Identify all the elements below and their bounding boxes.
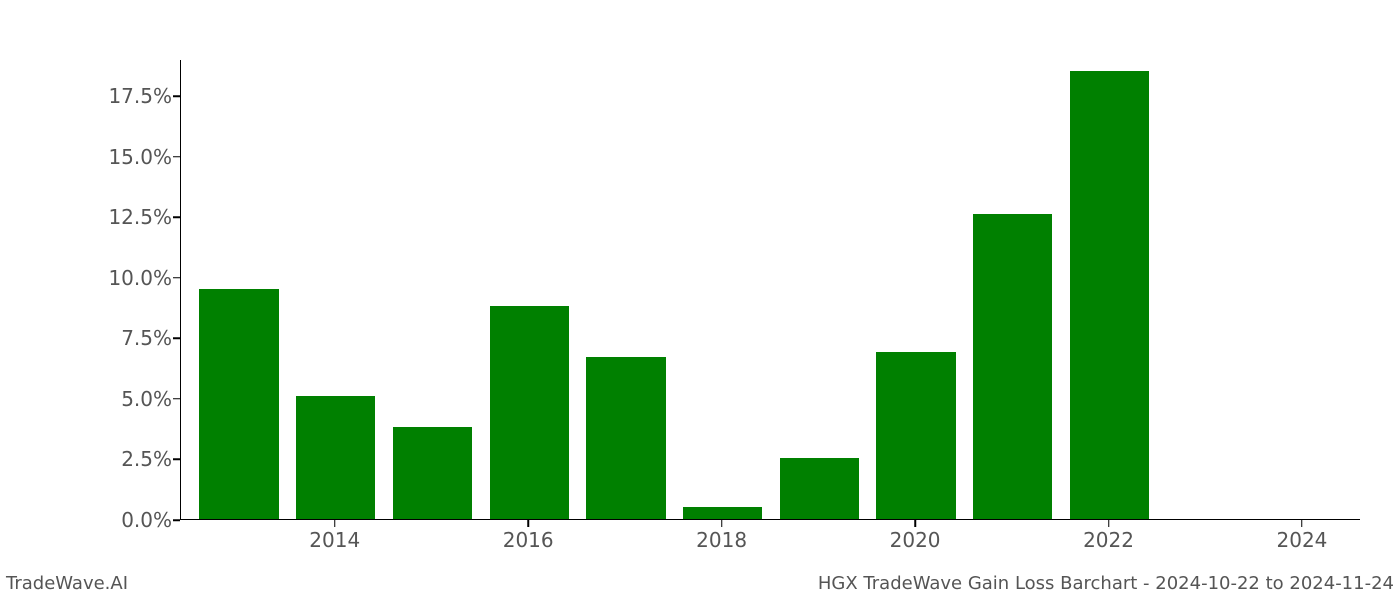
bar [683, 507, 762, 519]
bar [876, 352, 955, 519]
x-tick-mark [527, 520, 529, 527]
y-tick-label: 15.0% [108, 145, 172, 169]
footer-right-label: HGX TradeWave Gain Loss Barchart - 2024-… [818, 573, 1394, 594]
y-tick-mark [173, 156, 180, 158]
x-tick-label: 2020 [890, 528, 941, 552]
y-tick-label: 7.5% [121, 326, 172, 350]
y-tick-label: 5.0% [121, 387, 172, 411]
y-tick-mark [173, 96, 180, 98]
x-tick-mark [914, 520, 916, 527]
y-tick-mark [173, 398, 180, 400]
x-tick-mark [1301, 520, 1303, 527]
bar [490, 306, 569, 519]
x-tick-label: 2016 [503, 528, 554, 552]
x-tick-label: 2018 [696, 528, 747, 552]
bar [586, 357, 665, 519]
x-tick-label: 2014 [309, 528, 360, 552]
y-tick-mark [173, 277, 180, 279]
bar [973, 214, 1052, 519]
x-tick-label: 2024 [1277, 528, 1328, 552]
bar [780, 458, 859, 519]
y-tick-mark [173, 338, 180, 340]
bar [1070, 71, 1149, 519]
y-tick-label: 10.0% [108, 266, 172, 290]
plot-area [180, 60, 1360, 520]
y-tick-label: 17.5% [108, 84, 172, 108]
bar [393, 427, 472, 519]
x-tick-mark [1108, 520, 1110, 527]
chart-container: 0.0% 2.5% 5.0% 7.5% 10.0% 12.5% 15.0% 17.5% 201… [0, 0, 1400, 600]
y-tick-label: 12.5% [108, 205, 172, 229]
y-tick-label: 0.0% [121, 508, 172, 532]
bars-layer [181, 60, 1360, 519]
bar [199, 289, 278, 519]
x-tick-mark [334, 520, 336, 527]
bar [296, 396, 375, 519]
x-tick-mark [721, 520, 723, 527]
footer-left-label: TradeWave.AI [6, 573, 128, 594]
x-tick-label: 2022 [1083, 528, 1134, 552]
y-tick-mark [173, 519, 180, 521]
y-tick-mark [173, 459, 180, 461]
y-tick-label: 2.5% [121, 447, 172, 471]
y-tick-mark [173, 217, 180, 219]
